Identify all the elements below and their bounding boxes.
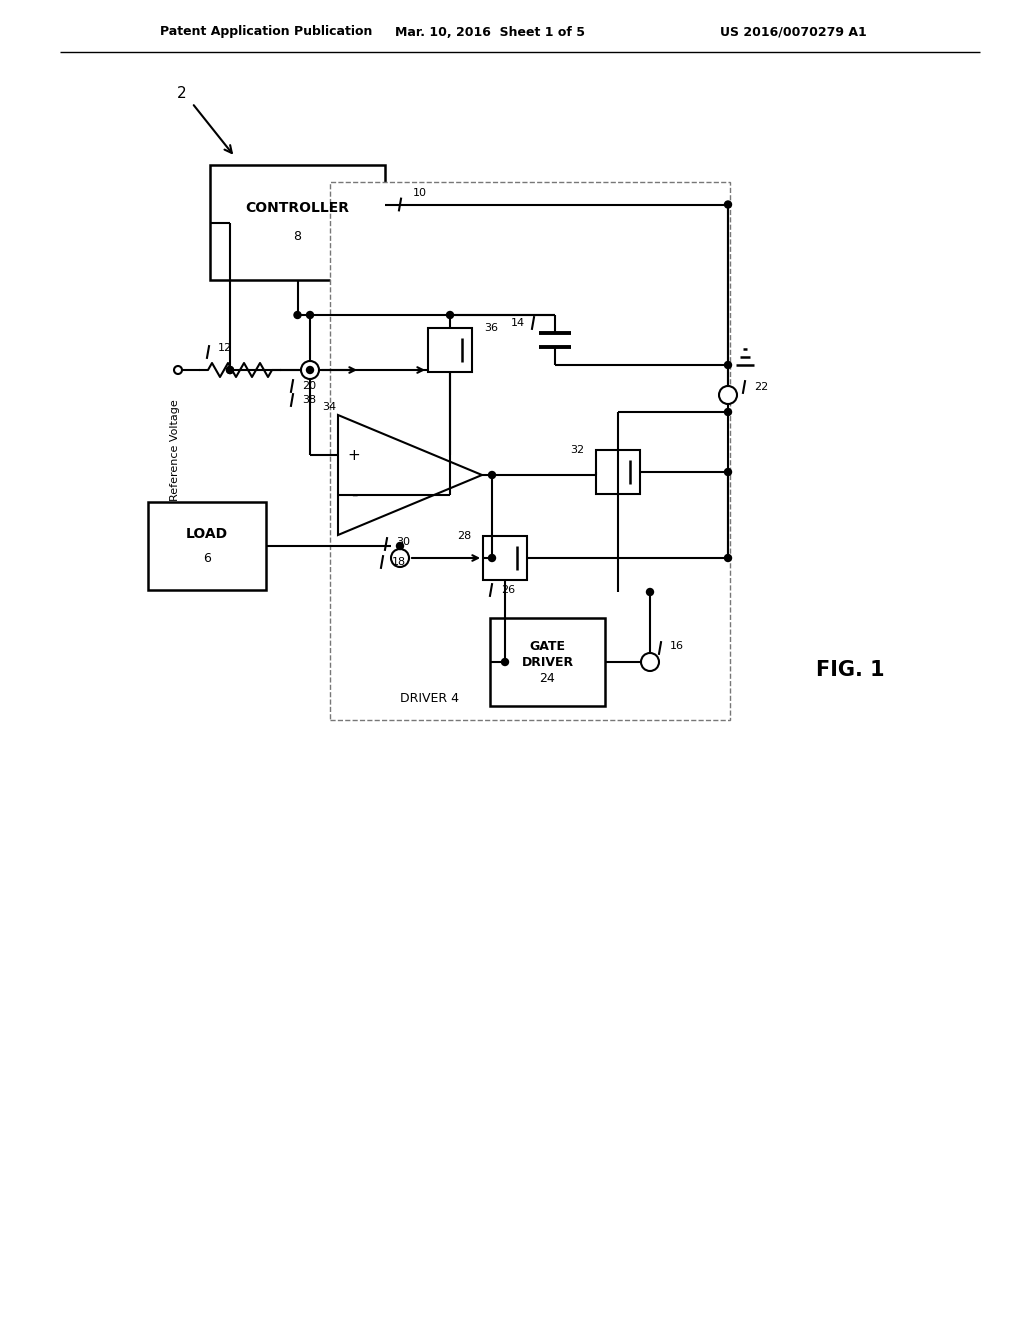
Bar (330, 182, 730, 719)
Circle shape (725, 408, 731, 416)
Circle shape (396, 543, 403, 549)
Text: 10: 10 (413, 187, 427, 198)
Text: 22: 22 (754, 381, 768, 392)
Text: 28: 28 (457, 531, 471, 541)
Circle shape (306, 367, 313, 374)
Text: 20: 20 (302, 381, 316, 391)
Text: 38: 38 (302, 395, 316, 405)
Text: 8: 8 (294, 230, 301, 243)
Bar (596, 450, 640, 494)
Text: -: - (351, 486, 357, 504)
Circle shape (294, 312, 301, 318)
Circle shape (725, 554, 731, 561)
Circle shape (488, 554, 496, 561)
Text: 16: 16 (670, 642, 684, 651)
Text: 18: 18 (392, 557, 407, 568)
Circle shape (641, 653, 659, 671)
Circle shape (725, 362, 731, 368)
Text: Reference Voltage: Reference Voltage (170, 399, 180, 500)
Text: 30: 30 (396, 537, 410, 546)
Circle shape (306, 312, 313, 318)
Bar (428, 327, 472, 372)
Text: +: + (347, 447, 360, 462)
Circle shape (301, 360, 319, 379)
Text: 36: 36 (484, 323, 498, 333)
Text: 6: 6 (203, 552, 211, 565)
Text: DRIVER: DRIVER (521, 656, 573, 668)
Text: GATE: GATE (529, 639, 565, 652)
Text: Patent Application Publication: Patent Application Publication (160, 25, 373, 38)
Text: FIG. 1: FIG. 1 (816, 660, 885, 680)
Text: 2: 2 (177, 86, 186, 100)
Circle shape (446, 312, 454, 318)
Text: LOAD: LOAD (186, 527, 228, 541)
Text: 12: 12 (218, 343, 232, 352)
Text: Mar. 10, 2016  Sheet 1 of 5: Mar. 10, 2016 Sheet 1 of 5 (395, 25, 585, 38)
Text: 14: 14 (511, 318, 525, 327)
Text: 24: 24 (540, 672, 555, 685)
Bar (483, 536, 527, 579)
Circle shape (719, 385, 737, 404)
Text: 34: 34 (322, 403, 336, 412)
Text: 32: 32 (570, 445, 584, 455)
Bar (490, 618, 605, 706)
Circle shape (226, 367, 233, 374)
Text: DRIVER 4: DRIVER 4 (400, 692, 459, 705)
Text: CONTROLLER: CONTROLLER (246, 202, 349, 215)
Circle shape (174, 366, 182, 374)
Bar (210, 165, 385, 280)
Circle shape (391, 549, 409, 568)
Circle shape (725, 469, 731, 475)
Circle shape (226, 367, 233, 374)
Bar (148, 502, 266, 590)
Circle shape (725, 201, 731, 209)
Circle shape (502, 659, 509, 665)
Circle shape (488, 471, 496, 479)
Circle shape (646, 589, 653, 595)
Text: US 2016/0070279 A1: US 2016/0070279 A1 (720, 25, 866, 38)
Text: 26: 26 (501, 585, 515, 595)
